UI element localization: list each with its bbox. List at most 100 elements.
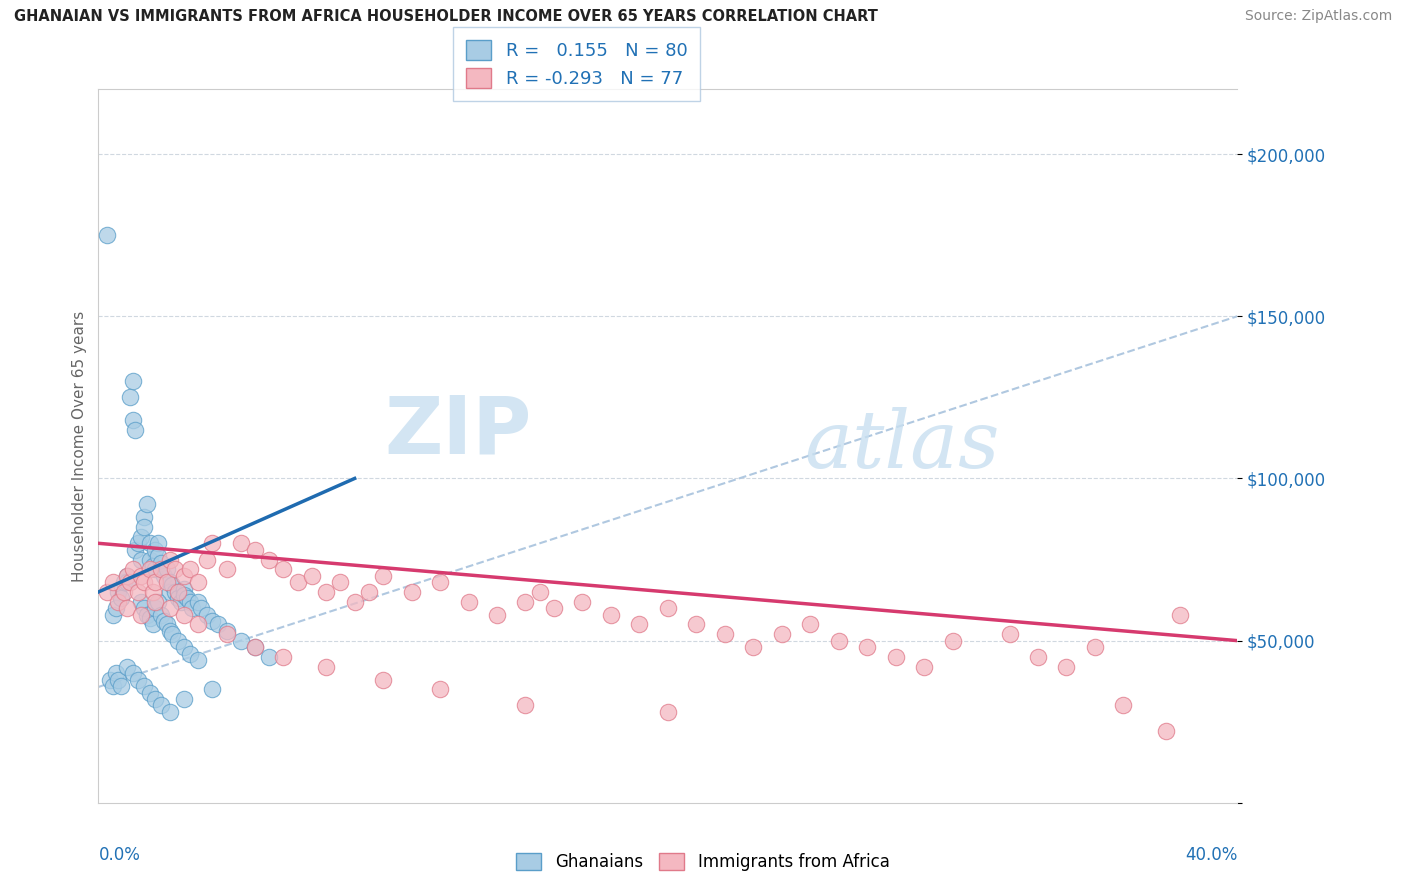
Point	[129, 552, 152, 566]
Point	[215, 627, 238, 641]
Point	[179, 562, 201, 576]
Point	[1112, 698, 1135, 713]
Point	[912, 659, 935, 673]
Point	[657, 705, 679, 719]
Point	[207, 617, 229, 632]
Point	[170, 595, 193, 609]
Point	[187, 595, 209, 609]
Point	[156, 617, 179, 632]
Point	[1026, 649, 1049, 664]
Point	[132, 679, 155, 693]
Point	[998, 627, 1021, 641]
Point	[215, 562, 238, 576]
Point	[229, 633, 252, 648]
Point	[371, 673, 394, 687]
Point	[167, 591, 190, 606]
Point	[153, 568, 176, 582]
Point	[799, 617, 821, 632]
Y-axis label: Householder Income Over 65 years: Householder Income Over 65 years	[72, 310, 87, 582]
Point	[141, 585, 163, 599]
Point	[110, 591, 132, 606]
Point	[127, 673, 149, 687]
Point	[770, 627, 793, 641]
Point	[132, 520, 155, 534]
Point	[115, 601, 138, 615]
Point	[187, 653, 209, 667]
Point	[315, 659, 337, 673]
Point	[173, 568, 195, 582]
Point	[515, 698, 537, 713]
Point	[112, 575, 135, 590]
Point	[329, 575, 352, 590]
Point	[115, 575, 138, 590]
Point	[159, 585, 181, 599]
Point	[153, 614, 176, 628]
Point	[165, 562, 187, 576]
Point	[301, 568, 323, 582]
Point	[129, 568, 152, 582]
Point	[187, 575, 209, 590]
Text: 40.0%: 40.0%	[1185, 846, 1237, 863]
Point	[96, 585, 118, 599]
Point	[162, 578, 184, 592]
Point	[173, 607, 195, 622]
Point	[127, 585, 149, 599]
Point	[167, 633, 190, 648]
Point	[121, 666, 143, 681]
Point	[115, 659, 138, 673]
Point	[201, 614, 224, 628]
Point	[243, 542, 266, 557]
Point	[98, 673, 121, 687]
Point	[742, 640, 765, 654]
Point	[104, 666, 127, 681]
Point	[141, 617, 163, 632]
Point	[195, 607, 218, 622]
Point	[132, 575, 155, 590]
Point	[145, 562, 167, 576]
Point	[529, 585, 551, 599]
Point	[1170, 607, 1192, 622]
Point	[145, 575, 167, 590]
Point	[129, 530, 152, 544]
Point	[132, 601, 155, 615]
Point	[215, 624, 238, 638]
Point	[101, 607, 124, 622]
Point	[121, 413, 143, 427]
Point	[124, 423, 146, 437]
Point	[229, 536, 252, 550]
Point	[150, 556, 173, 570]
Point	[107, 585, 129, 599]
Point	[162, 627, 184, 641]
Point	[179, 595, 201, 609]
Point	[543, 601, 565, 615]
Point	[145, 692, 167, 706]
Point	[156, 575, 179, 590]
Text: ZIP: ZIP	[384, 392, 531, 471]
Legend: R =   0.155   N = 80, R = -0.293   N = 77: R = 0.155 N = 80, R = -0.293 N = 77	[453, 27, 700, 101]
Legend: Ghanaians, Immigrants from Africa: Ghanaians, Immigrants from Africa	[508, 845, 898, 880]
Point	[315, 585, 337, 599]
Point	[148, 536, 170, 550]
Point	[259, 552, 281, 566]
Point	[1056, 659, 1078, 673]
Point	[401, 585, 423, 599]
Point	[167, 585, 190, 599]
Point	[112, 585, 135, 599]
Point	[138, 685, 160, 699]
Point	[486, 607, 509, 622]
Point	[190, 601, 212, 615]
Point	[121, 374, 143, 388]
Point	[159, 552, 181, 566]
Text: 0.0%: 0.0%	[98, 846, 141, 863]
Point	[145, 595, 167, 609]
Point	[138, 536, 160, 550]
Point	[138, 552, 160, 566]
Point	[159, 705, 181, 719]
Point	[179, 647, 201, 661]
Point	[942, 633, 965, 648]
Point	[118, 575, 141, 590]
Point	[101, 575, 124, 590]
Point	[371, 568, 394, 582]
Point	[148, 595, 170, 609]
Point	[129, 595, 152, 609]
